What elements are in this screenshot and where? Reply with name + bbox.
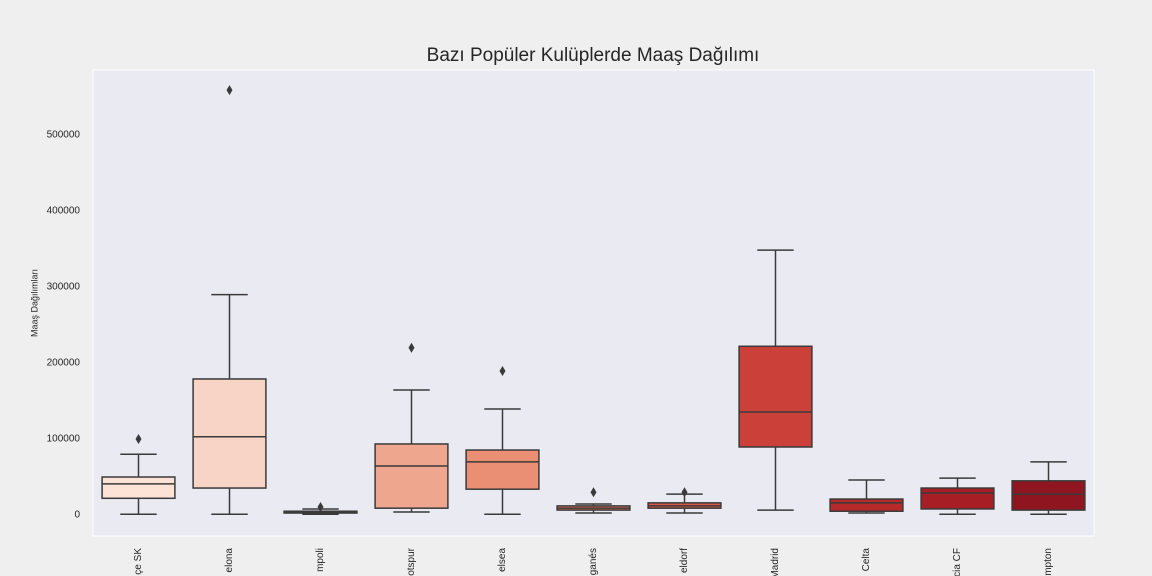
box [1011,480,1086,511]
y-tick-label: 500000 [47,130,81,141]
box [829,498,904,512]
x-tick-label: ganés [588,548,599,575]
outlier [590,487,597,498]
x-tick-label: eldorf [679,548,690,573]
x-tick-label: cia CF [952,548,963,576]
x-tick-label: mpton [1043,548,1054,576]
outlier [226,85,233,96]
chart-title: Bazı Popüler Kulüplerde Maaş Dağılımı [427,45,760,66]
box [738,345,813,448]
y-tick-label: 100000 [47,434,81,445]
x-tick-label: elona [224,548,235,573]
x-tick-label: Celta [861,548,872,572]
x-tick-label: elsea [497,548,508,572]
x-tick-label: mpoli [315,548,326,572]
outlier [499,365,506,376]
outlier [408,342,415,353]
x-tick-label: otspur [406,547,417,575]
y-tick-label: 400000 [47,206,81,217]
x-tick-label: Madrid [770,548,781,576]
y-tick-label: 200000 [47,358,81,369]
box [374,443,449,509]
outlier [135,434,142,445]
outlier [317,502,324,513]
box [920,487,995,510]
x-tick-label: çe SK [133,548,144,575]
y-tick-label: 300000 [47,282,81,293]
y-axis-label: Maaş Dağılımları [29,269,39,337]
y-tick-label: 0 [74,510,80,521]
outlier [681,487,688,498]
box [101,476,176,500]
box [192,378,267,489]
box [465,449,540,490]
